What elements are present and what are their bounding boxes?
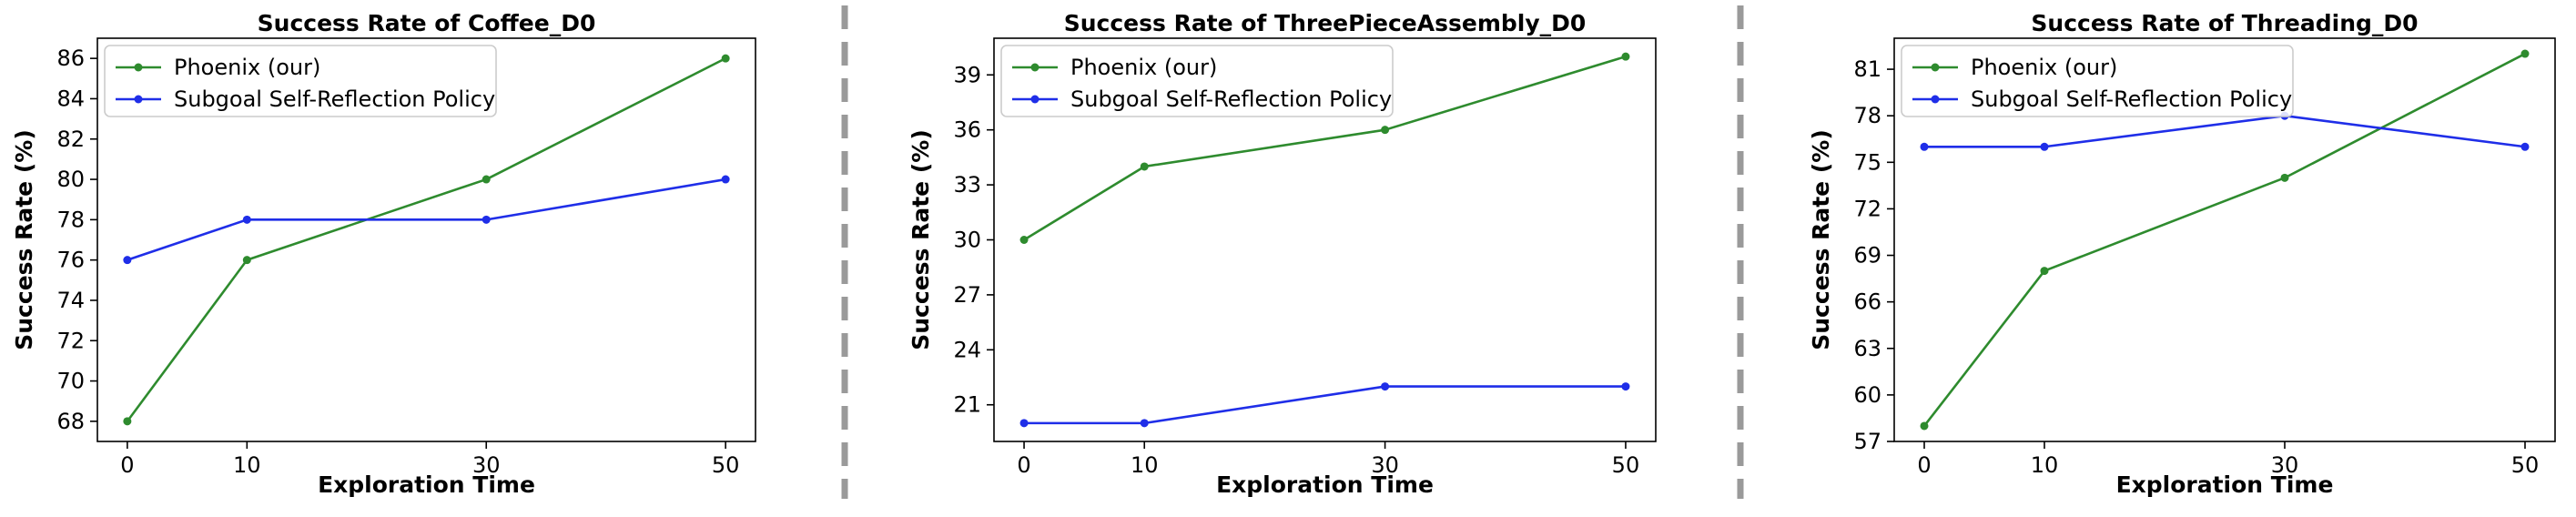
y-tick-label: 72 — [56, 328, 85, 353]
data-point-phoenix — [1019, 236, 1029, 244]
chart-panel: Success Rate of Coffee_D0 Exploration Tim… — [11, 10, 756, 498]
x-tick-label: 10 — [233, 452, 261, 478]
y-tick-label: 60 — [1853, 382, 1881, 408]
y-tick-label: 72 — [1853, 196, 1881, 221]
y-tick-label: 39 — [953, 62, 981, 87]
data-point-phoenix — [1920, 421, 1929, 431]
data-point-phoenix — [2520, 49, 2530, 58]
y-tick-label: 33 — [953, 172, 981, 198]
legend-marker-subgoal — [1931, 95, 1940, 104]
legend-box — [104, 45, 497, 117]
x-tick-label: 30 — [472, 452, 501, 478]
x-tick-label: 50 — [1612, 452, 1640, 478]
y-tick-label: 82 — [56, 127, 85, 152]
plot-frame — [993, 37, 1657, 442]
chart-title: Success Rate of Coffee_D0 — [258, 10, 596, 36]
data-point-phoenix — [1621, 52, 1630, 61]
data-point-subgoal — [482, 215, 491, 224]
data-point-subgoal — [2520, 142, 2530, 151]
y-tick-label: 57 — [1853, 429, 1881, 454]
y-axis-label: Success Rate (%) — [11, 129, 37, 350]
y-tick-label: 80 — [56, 167, 85, 192]
y-tick-label: 84 — [56, 86, 85, 111]
x-tick-label: 30 — [1371, 452, 1399, 478]
x-axis-label: Exploration Time — [2116, 471, 2334, 498]
data-point-phoenix — [1140, 162, 1149, 171]
legend-box — [1901, 45, 2294, 117]
x-axis-label: Exploration Time — [1216, 471, 1434, 498]
legend-marker-phoenix — [1931, 63, 1940, 72]
x-tick-label: 10 — [2031, 452, 2059, 478]
x-tick-label: 50 — [712, 452, 740, 478]
y-tick-label: 74 — [56, 288, 85, 313]
y-tick-label: 21 — [953, 392, 981, 418]
y-tick-label: 27 — [953, 282, 981, 308]
data-point-subgoal — [1381, 382, 1390, 391]
data-point-subgoal — [1140, 419, 1149, 428]
legend-entry: Phoenix (our) — [1070, 55, 1217, 80]
data-point-phoenix — [2040, 267, 2049, 276]
legend-entry: Subgoal Self-Reflection Policy — [174, 86, 495, 112]
plot-frame — [96, 37, 756, 442]
data-point-phoenix — [482, 175, 491, 184]
series-line-subgoal — [1924, 114, 2526, 148]
y-tick-label: 30 — [953, 228, 981, 253]
y-tick-label: 69 — [1853, 243, 1881, 269]
legend-marker-phoenix — [134, 63, 143, 72]
x-tick-label: 0 — [1917, 452, 1931, 478]
y-tick-label: 81 — [1853, 56, 1881, 82]
legend-marker-subgoal — [1030, 95, 1040, 104]
x-tick-label: 50 — [2511, 452, 2540, 478]
y-tick-label: 78 — [1853, 103, 1881, 128]
data-point-phoenix — [242, 256, 251, 265]
y-tick-label: 24 — [953, 337, 981, 362]
y-tick-label: 76 — [56, 248, 85, 273]
chart-title: Success Rate of Threading_D0 — [2031, 10, 2418, 36]
y-tick-label: 86 — [56, 46, 85, 71]
y-tick-label: 78 — [56, 207, 85, 232]
series-line-phoenix — [1922, 52, 2526, 427]
legend-marker-subgoal — [134, 95, 143, 104]
data-point-subgoal — [1920, 142, 1929, 151]
series-line-phoenix — [1023, 55, 1627, 241]
y-tick-label: 36 — [953, 117, 981, 143]
data-point-subgoal — [1019, 419, 1029, 428]
data-point-phoenix — [2280, 173, 2289, 182]
legend-entry: Phoenix (our) — [1971, 55, 2117, 80]
data-point-phoenix — [123, 417, 132, 426]
data-point-subgoal — [1621, 382, 1630, 391]
x-tick-label: 30 — [2271, 452, 2299, 478]
y-tick-label: 75 — [1853, 149, 1881, 175]
data-point-subgoal — [2040, 142, 2049, 151]
x-tick-label: 0 — [120, 452, 134, 478]
legend-entry: Subgoal Self-Reflection Policy — [1971, 86, 2292, 112]
y-axis-label: Success Rate (%) — [1808, 129, 1834, 350]
data-point-subgoal — [242, 215, 251, 224]
y-tick-label: 66 — [1853, 289, 1881, 315]
x-axis-label: Exploration Time — [318, 471, 535, 498]
y-axis-label: Success Rate (%) — [908, 129, 934, 350]
chart-panel: Success Rate of ThreePieceAssembly_D0 Exp… — [908, 10, 1657, 498]
y-tick-label: 70 — [56, 369, 85, 394]
chart-panel: Success Rate of Threading_D0 Exploration … — [1808, 10, 2556, 498]
y-tick-label: 63 — [1853, 336, 1881, 361]
x-tick-label: 10 — [1131, 452, 1159, 478]
data-point-subgoal — [123, 256, 132, 265]
series-line-subgoal — [1024, 385, 1626, 425]
legend-entry: Phoenix (our) — [174, 55, 320, 80]
plot-frame — [1893, 37, 2556, 442]
legend-box — [1000, 45, 1394, 117]
chart-title: Success Rate of ThreePieceAssembly_D0 — [1064, 10, 1587, 36]
legend-marker-phoenix — [1030, 63, 1040, 72]
data-point-phoenix — [1381, 126, 1390, 135]
data-point-phoenix — [721, 54, 730, 63]
y-tick-label: 68 — [56, 409, 85, 434]
legend-entry: Subgoal Self-Reflection Policy — [1070, 86, 1392, 112]
x-tick-label: 0 — [1017, 452, 1030, 478]
series-line-subgoal — [127, 177, 726, 261]
data-point-subgoal — [721, 175, 730, 184]
